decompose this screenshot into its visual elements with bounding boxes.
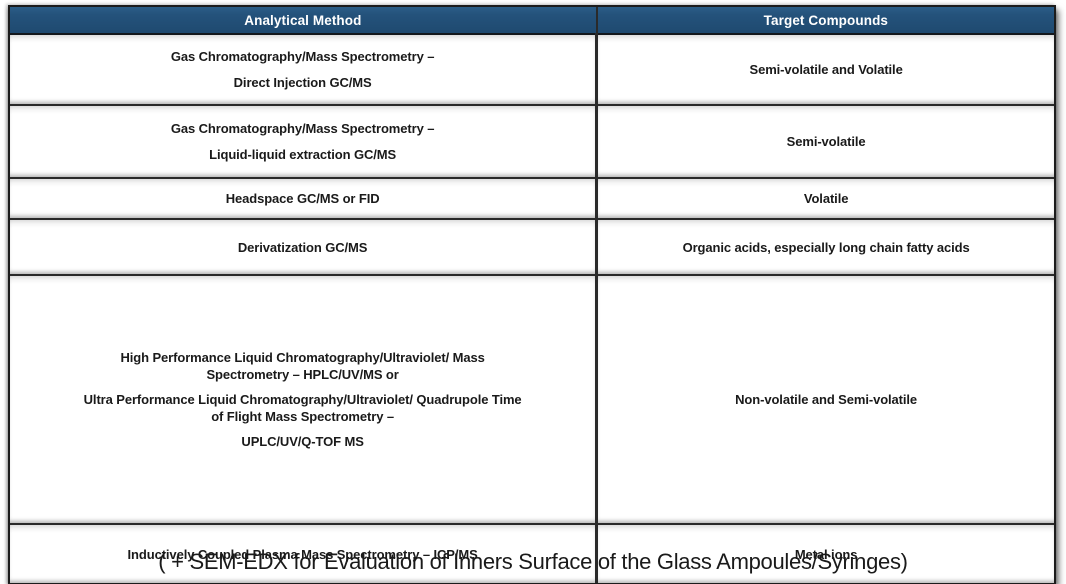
method-line: of Flight Mass Spectrometry – — [211, 409, 394, 424]
method-cell: Headspace GC/MS or FID — [10, 177, 599, 220]
target-cell: Metal ions — [596, 523, 1054, 583]
method-line: High Performance Liquid Chromatography/U… — [120, 350, 485, 365]
target-cell: Non-volatile and Semi-volatile — [596, 274, 1054, 525]
method-paragraph: High Performance Liquid Chromatography/U… — [20, 349, 585, 383]
table-row: High Performance Liquid Chromatography/U… — [10, 274, 1054, 525]
method-line: Gas Chromatography/Mass Spectrometry – — [170, 121, 435, 136]
method-line: Headspace GC/MS or FID — [225, 191, 380, 206]
method-line: Direct Injection GC/MS — [233, 75, 372, 90]
method-cell: Derivatization GC/MS — [10, 218, 599, 276]
header-row: Analytical Method Target Compounds — [10, 7, 1054, 35]
method-line: Liquid-liquid extraction GC/MS — [209, 147, 397, 162]
method-line: Spectrometry – HPLC/UV/MS or — [206, 367, 399, 382]
target-cell: Semi-volatile — [596, 104, 1054, 179]
method-line: UPLC/UV/Q-TOF MS — [241, 434, 364, 449]
target-cell: Organic acids, especially long chain fat… — [596, 218, 1054, 276]
method-line: Derivatization GC/MS — [237, 239, 368, 255]
method-line: Inductively Coupled Plasma Mass Spectrom… — [127, 546, 478, 562]
method-line: Gas Chromatography/Mass Spectrometry – — [170, 49, 435, 64]
method-paragraph: Ultra Performance Liquid Chromatography/… — [20, 391, 585, 425]
sem-edx-footnote: ( + SEM-EDX for Evaluation of Inners Sur… — [158, 549, 908, 574]
target-cell: Volatile — [596, 177, 1054, 220]
analytical-methods-table: Analytical Method Target Compounds Gas C… — [8, 5, 1056, 584]
table-row: Gas Chromatography/Mass Spectrometry – D… — [10, 33, 1054, 106]
column-header-target-compounds: Target Compounds — [595, 7, 1054, 35]
method-line: Ultra Performance Liquid Chromatography/… — [83, 392, 522, 407]
target-cell: Semi-volatile and Volatile — [596, 33, 1054, 106]
method-paragraph: UPLC/UV/Q-TOF MS — [20, 433, 585, 450]
method-cell: Inductively Coupled Plasma Mass Spectrom… — [10, 523, 599, 583]
table-row: Gas Chromatography/Mass Spectrometry – L… — [10, 104, 1054, 179]
column-header-analytical-method: Analytical Method — [10, 7, 598, 35]
table-row: Headspace GC/MS or FID Volatile — [10, 177, 1054, 220]
table-row: Inductively Coupled Plasma Mass Spectrom… — [10, 523, 1054, 583]
method-cell: Gas Chromatography/Mass Spectrometry – L… — [10, 104, 599, 179]
method-cell: High Performance Liquid Chromatography/U… — [10, 274, 599, 525]
analysis-table: Analytical Method Target Compounds Gas C… — [10, 7, 1054, 583]
method-cell: Gas Chromatography/Mass Spectrometry – D… — [10, 33, 599, 106]
table-row: Derivatization GC/MS Organic acids, espe… — [10, 218, 1054, 276]
